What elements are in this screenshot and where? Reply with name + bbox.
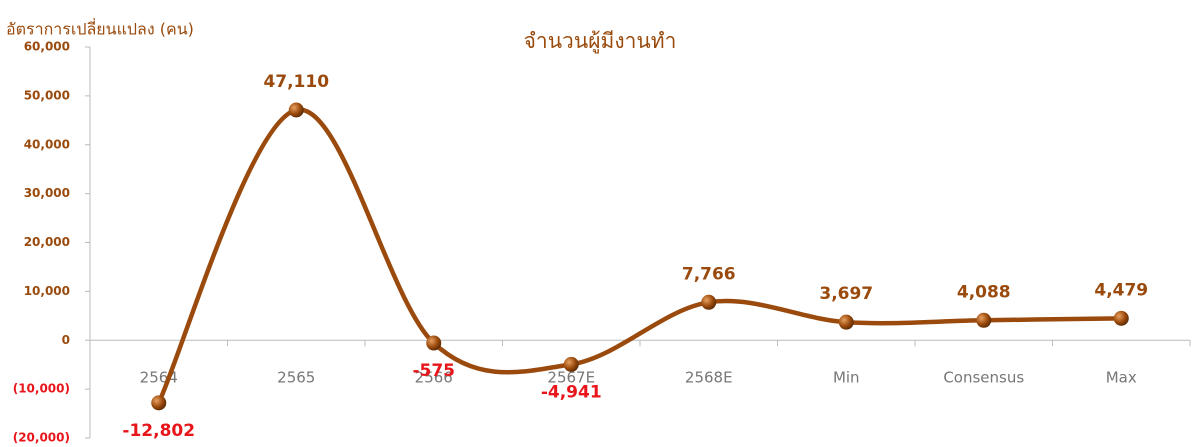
x-tick-label: 2565 — [277, 369, 315, 387]
y-tick-label: 20,000 — [24, 235, 70, 249]
data-label: 4,088 — [957, 282, 1011, 302]
marker — [1113, 310, 1129, 326]
y-tick-label: (20,000) — [13, 431, 70, 445]
marker — [563, 356, 579, 372]
marker — [976, 312, 992, 328]
data-label: 47,110 — [263, 72, 329, 92]
y-axis-title: อัตราการเปลี่ยนแปลง (คน) — [6, 18, 194, 39]
y-tick-label: 30,000 — [24, 186, 70, 200]
x-tick-label: Consensus — [943, 369, 1024, 387]
x-tick-label: 2566 — [415, 369, 453, 387]
x-tick-label: Max — [1106, 369, 1137, 387]
data-label: 4,479 — [1094, 280, 1148, 300]
marker — [288, 102, 304, 118]
y-tick-label: (10,000) — [13, 382, 70, 396]
data-label: 7,766 — [682, 264, 736, 284]
data-label: -12,802 — [122, 421, 195, 441]
y-tick-label: 10,000 — [24, 284, 70, 298]
marker — [701, 294, 717, 310]
marker — [426, 335, 442, 351]
data-label: -4,941 — [541, 382, 602, 402]
x-tick-label: 2568E — [685, 369, 733, 387]
chart-title: จำนวนผู้มีงานทำ — [524, 29, 677, 54]
y-tick-label: 0 — [62, 333, 70, 347]
y-tick-label: 40,000 — [24, 137, 70, 151]
x-tick-label: 2567E — [547, 369, 595, 387]
y-tick-label: 50,000 — [24, 88, 70, 102]
marker — [838, 314, 854, 330]
marker — [151, 395, 167, 411]
y-tick-label: 60,000 — [24, 40, 70, 54]
x-tick-label: Min — [833, 369, 860, 387]
line — [156, 107, 1122, 404]
data-label: 3,697 — [819, 284, 873, 304]
data-label: -575 — [412, 361, 455, 381]
